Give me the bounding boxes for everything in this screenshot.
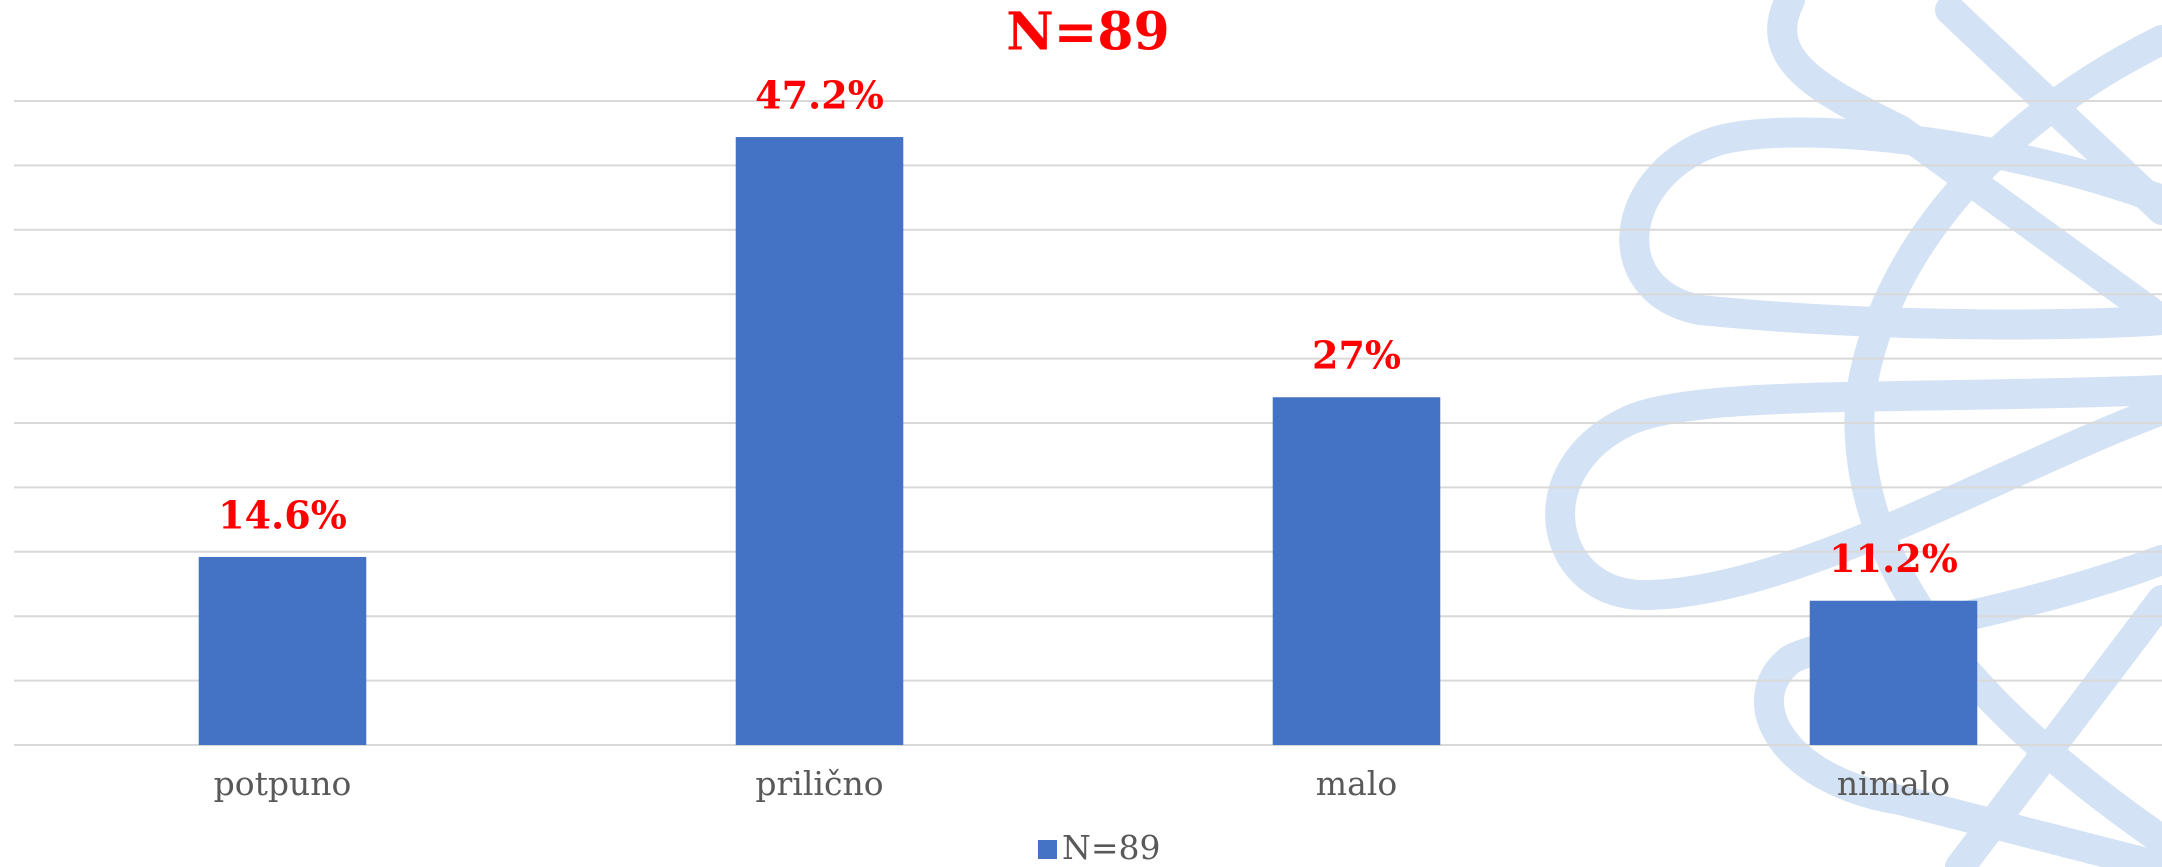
data-label: 14.6% bbox=[218, 492, 347, 537]
legend-label: N=89 bbox=[1062, 828, 1161, 867]
x-tick-label: malo bbox=[1316, 764, 1397, 803]
chart-title: N=89 bbox=[1006, 2, 1169, 63]
data-label: 27% bbox=[1312, 333, 1401, 378]
data-label: 47.2% bbox=[755, 73, 884, 118]
bar bbox=[1810, 601, 1978, 745]
x-tick-label: nimalo bbox=[1837, 764, 1950, 803]
bar bbox=[199, 557, 367, 745]
bar bbox=[1273, 397, 1441, 745]
chart: N=89 potpuno prilično malo nimalo 14.6% 47.2%… bbox=[0, 0, 2162, 867]
bar bbox=[736, 137, 904, 745]
x-tick-label: prilično bbox=[755, 764, 883, 803]
data-label: 11.2% bbox=[1829, 536, 1958, 581]
legend-swatch bbox=[1038, 840, 1057, 859]
x-tick-label: potpuno bbox=[214, 764, 352, 803]
